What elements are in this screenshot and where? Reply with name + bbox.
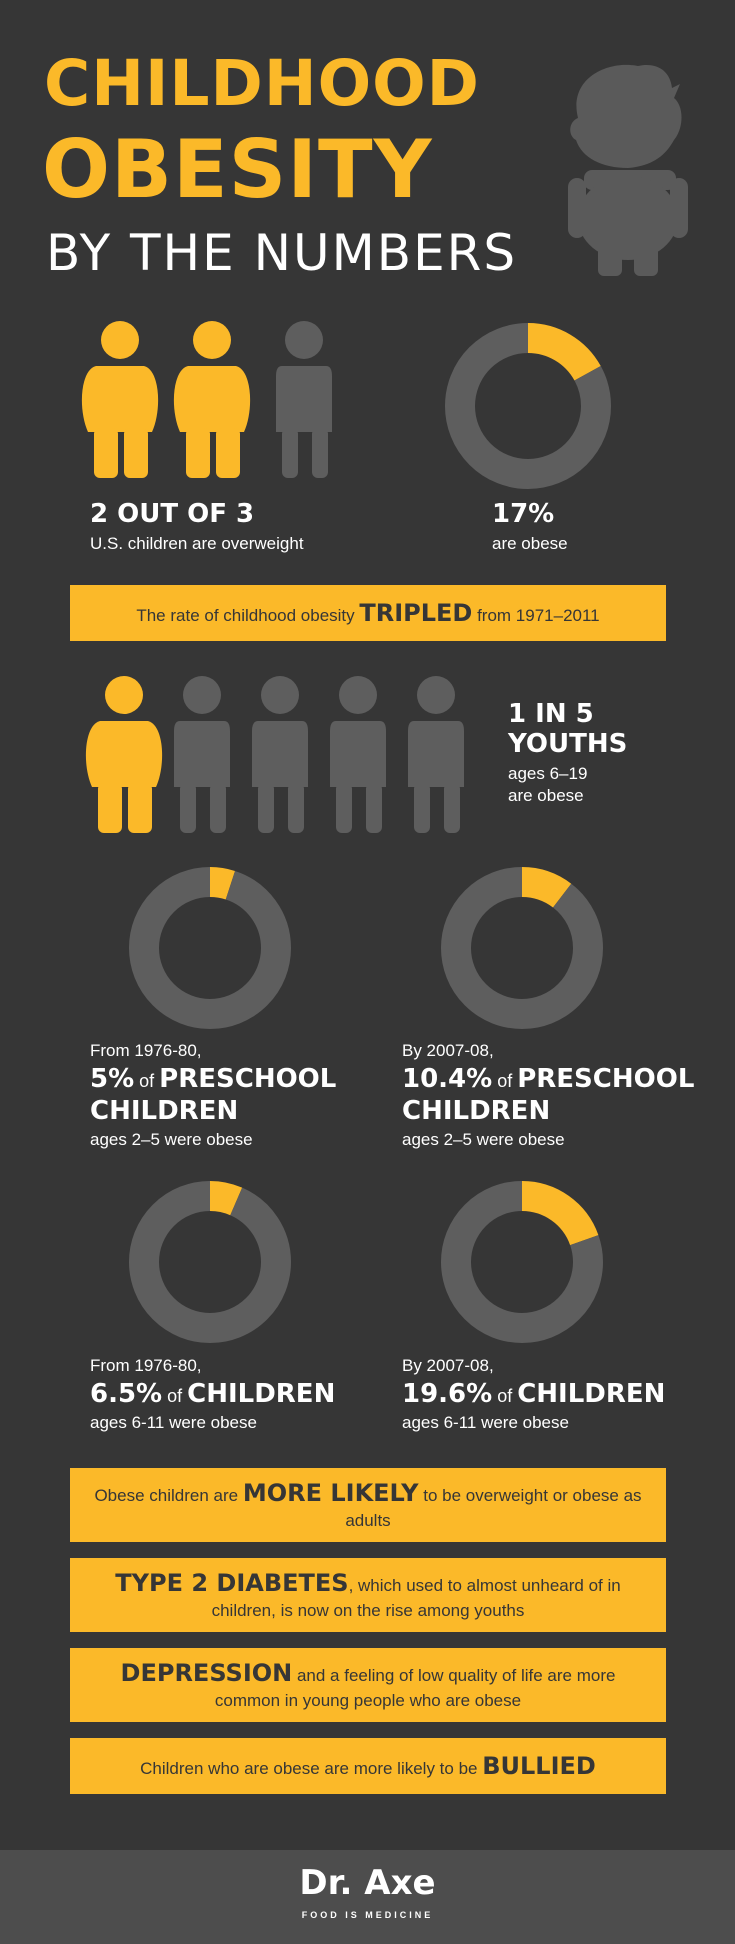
tripled-band: The rate of childhood obesity TRIPLED fr… xyxy=(70,585,666,641)
title-line2: OBESITY xyxy=(42,123,433,216)
preschool-2007-caption: ages 2–5 were obese xyxy=(402,1130,565,1149)
preschool-2007-stat: 10.4% of PRESCHOOL xyxy=(402,1064,695,1094)
preschool-1976-caption: ages 2–5 were obese xyxy=(90,1130,253,1149)
preschool-2007-stat-line2: CHILDREN xyxy=(402,1096,551,1126)
slice-other-0 xyxy=(445,323,611,489)
children-1976-caption: ages 6-11 were obese xyxy=(90,1413,257,1432)
slice-other-4 xyxy=(441,1181,603,1343)
preschool-2007-period: By 2007-08, xyxy=(402,1041,494,1060)
slice-other-3 xyxy=(129,1181,291,1343)
title-line3: BY THE NUMBERS xyxy=(46,224,518,282)
brand-tagline: FOOD IS MEDICINE xyxy=(301,1910,434,1920)
brand-logo: Dr. Axe xyxy=(299,1863,436,1903)
preschool-1976-stat-line2: CHILDREN xyxy=(90,1096,239,1126)
children-2007-stat: 19.6% of CHILDREN xyxy=(402,1379,666,1409)
children-1976-stat: 6.5% of CHILDREN xyxy=(90,1379,336,1409)
youth-figures xyxy=(85,676,464,833)
overweight-figure-1 xyxy=(81,321,159,478)
bullied-band: Children who are obese are more likely t… xyxy=(70,1738,666,1794)
obese-caption: are obese xyxy=(492,534,568,553)
overweight-figures xyxy=(81,321,332,478)
overweight-figure-2 xyxy=(173,321,251,478)
preschool-1976-period: From 1976-80, xyxy=(90,1041,202,1060)
overweight-caption: U.S. children are overweight xyxy=(90,534,304,553)
children-1976-period: From 1976-80, xyxy=(90,1356,202,1375)
slice-other-1 xyxy=(129,867,291,1029)
preschool-2007-donut xyxy=(441,867,603,1029)
youth-figure-2 xyxy=(174,676,230,833)
youth-figure-1 xyxy=(85,676,163,833)
preschool-1976-donut xyxy=(129,867,291,1029)
children-2007-caption: ages 6-11 were obese xyxy=(402,1413,569,1432)
youth-stat-line2: YOUTHS xyxy=(508,729,628,759)
obese-17-donut xyxy=(445,323,611,489)
preschool-1976-stat: 5% of PRESCHOOL xyxy=(90,1064,337,1094)
title-line1: CHILDHOOD xyxy=(44,47,480,120)
children-1976-donut xyxy=(129,1181,291,1343)
overweight-stat: 2 OUT OF 3 xyxy=(90,499,255,529)
boy-silhouette-icon xyxy=(568,64,688,276)
depression-band: DEPRESSION and a feeling of low quality … xyxy=(70,1648,666,1722)
diabetes-band: TYPE 2 DIABETES, which used to almost un… xyxy=(70,1558,666,1632)
youth-figure-5 xyxy=(408,676,464,833)
youth-caption-line2: are obese xyxy=(508,786,584,805)
slice-other-2 xyxy=(441,867,603,1029)
youth-caption-line1: ages 6–19 xyxy=(508,764,588,783)
tripled-emphasis: TRIPLED xyxy=(359,598,473,627)
children-2007-period: By 2007-08, xyxy=(402,1356,494,1375)
more-likely-band: Obese children are MORE LIKELY to be ove… xyxy=(70,1468,666,1542)
youth-figure-4 xyxy=(330,676,386,833)
youth-stat-line1: 1 IN 5 xyxy=(508,699,594,729)
overweight-figure-3 xyxy=(276,321,332,478)
obese-stat: 17% xyxy=(492,499,555,529)
children-2007-donut xyxy=(441,1181,603,1343)
youth-figure-3 xyxy=(252,676,308,833)
footer xyxy=(0,1850,735,1944)
